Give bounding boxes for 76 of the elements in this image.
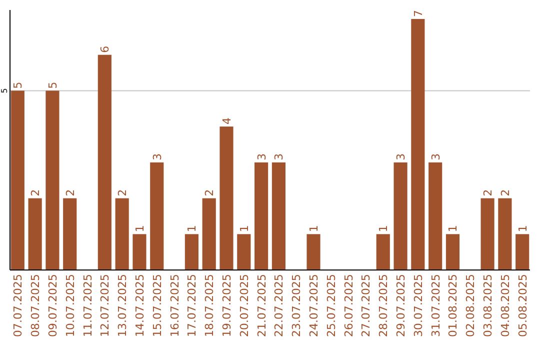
data-label: 7: [412, 10, 425, 17]
x-tick-label: 02.08.2025: [464, 274, 478, 337]
data-label: 1: [446, 225, 460, 232]
x-tick-label: 28.07.2025: [377, 274, 390, 337]
bar: [480, 198, 494, 270]
x-tick-label: 16.07.2025: [168, 274, 182, 337]
x-tick-label: 04.08.2025: [498, 274, 512, 337]
data-label: 3: [272, 153, 286, 160]
data-label: 1: [186, 225, 199, 232]
x-tick-label: 17.07.2025: [186, 274, 199, 337]
data-label: 1: [377, 225, 390, 232]
x-tick-label: 26.07.2025: [342, 274, 356, 337]
bar: [115, 198, 129, 270]
data-label: 5: [46, 82, 60, 89]
bar: [272, 162, 286, 270]
x-tick-label: 01.08.2025: [446, 274, 460, 337]
x-tick-label: 18.07.2025: [203, 274, 216, 337]
data-label: 1: [308, 225, 321, 232]
bar: [28, 198, 42, 270]
x-tick-label: 21.07.2025: [255, 274, 268, 337]
bar: [98, 54, 112, 270]
bar: [46, 90, 60, 270]
data-label: 2: [64, 189, 77, 196]
data-label: 2: [29, 189, 42, 196]
bar: [237, 234, 251, 270]
x-tick-label: 24.07.2025: [308, 274, 321, 337]
data-label: 2: [498, 189, 512, 196]
x-tick-label: 23.07.2025: [290, 274, 304, 337]
data-label: 2: [203, 189, 216, 196]
x-tick-label: 14.07.2025: [133, 274, 146, 337]
x-tick-label: 15.07.2025: [150, 274, 164, 337]
x-tick-label: 19.07.2025: [220, 274, 234, 337]
bar: [411, 18, 425, 270]
x-tick-label: 05.08.2025: [516, 274, 530, 337]
bar: [394, 162, 408, 270]
data-label: 1: [516, 225, 530, 232]
bar: [150, 162, 164, 270]
x-tick-label: 10.07.2025: [64, 274, 77, 337]
data-label: 1: [238, 225, 251, 232]
x-tick-label: 09.07.2025: [46, 274, 60, 337]
bar: [428, 162, 442, 270]
x-tick-label: 12.07.2025: [98, 274, 112, 337]
data-label: 3: [394, 153, 408, 160]
data-label: 3: [429, 153, 442, 160]
bar: [202, 198, 216, 270]
x-tick-label: 25.07.2025: [324, 274, 338, 337]
x-tick-label: 13.07.2025: [116, 274, 130, 337]
data-label: 2: [116, 189, 130, 196]
x-tick-label: 08.07.2025: [29, 274, 42, 337]
bar: [184, 234, 198, 270]
data-label: 4: [220, 118, 234, 125]
bar: [132, 234, 146, 270]
bar: [306, 234, 320, 270]
data-label: 1: [133, 225, 146, 232]
data-label: 5: [0, 88, 9, 94]
data-label: 3: [255, 153, 268, 160]
x-tick-label: 11.07.2025: [81, 274, 94, 337]
x-tick-label: 30.07.2025: [412, 274, 425, 337]
bar: [376, 234, 390, 270]
bar: [446, 234, 460, 270]
x-tick-label: 27.07.2025: [360, 274, 373, 337]
bar: [220, 126, 234, 270]
x-tick-label: 20.07.2025: [238, 274, 251, 337]
bar: [254, 162, 268, 270]
bar: [498, 198, 512, 270]
bar: [63, 198, 77, 270]
data-label: 6: [98, 46, 112, 53]
bar: [10, 90, 24, 270]
x-tick-label: 29.07.2025: [394, 274, 408, 337]
x-tick-label: 03.08.2025: [482, 274, 495, 337]
data-label: 2: [482, 189, 495, 196]
x-tick-label: 22.07.2025: [272, 274, 286, 337]
data-label: 3: [150, 153, 164, 160]
x-tick-label: 31.07.2025: [429, 274, 442, 337]
bar: [516, 234, 530, 270]
x-tick-label: 07.07.2025: [12, 274, 25, 337]
